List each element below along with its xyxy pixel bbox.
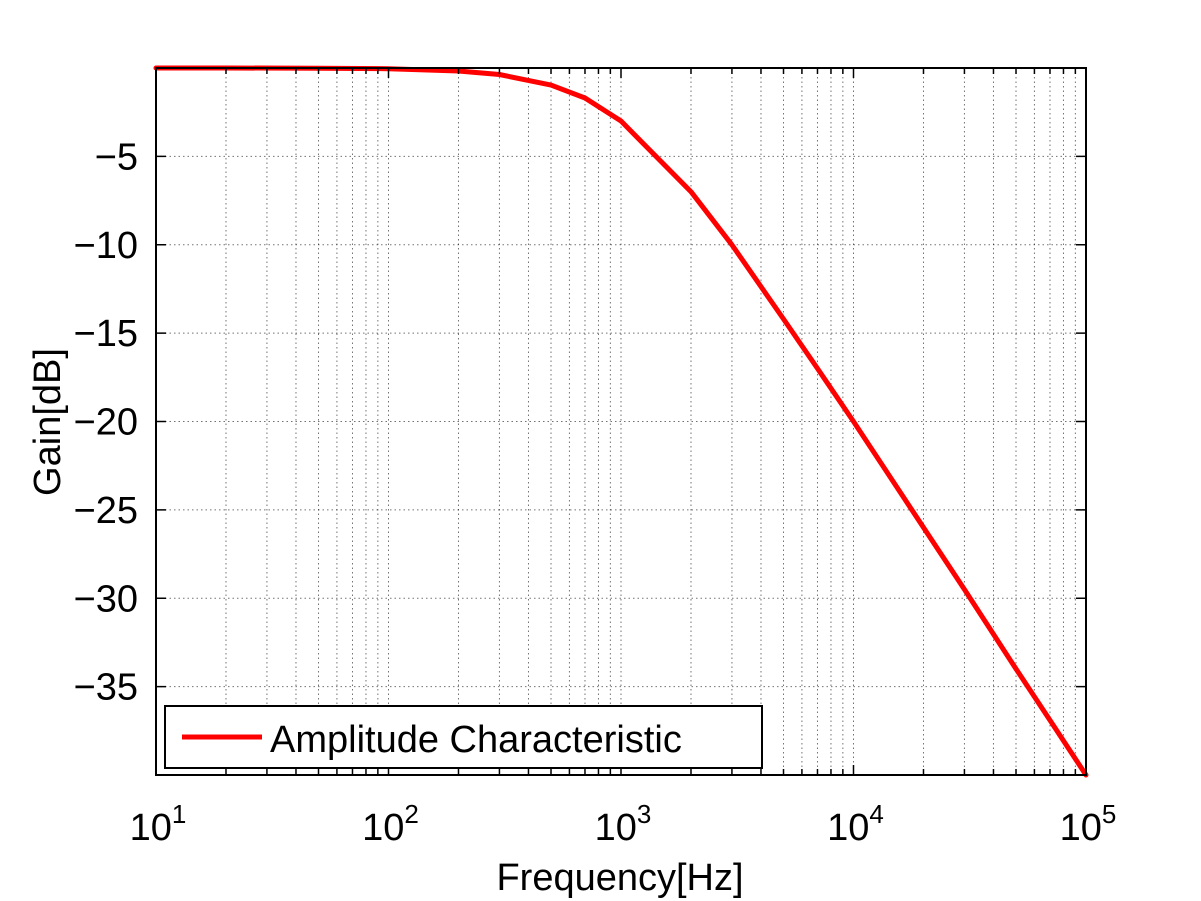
y-tick-label: −35 <box>74 667 138 709</box>
y-tick-label: −15 <box>74 313 138 355</box>
y-tick-label: −25 <box>74 490 138 532</box>
grid-lines <box>156 68 1086 775</box>
y-tick-label: −20 <box>74 402 138 444</box>
y-tick-labels: −5 −10 −15 −20 −25 −30 −35 <box>74 136 138 708</box>
x-tick-label: 102 <box>362 799 419 849</box>
x-tick-labels: 101 102 103 104 105 <box>130 799 1117 849</box>
legend-box <box>164 705 763 769</box>
tick-marks <box>156 68 1086 775</box>
x-tick-label: 101 <box>130 799 187 849</box>
legend: Amplitude Characteristic <box>164 705 763 769</box>
y-tick-label: −30 <box>74 578 138 620</box>
x-tick-label: 105 <box>1060 799 1117 849</box>
y-axis-label: Gain[dB] <box>27 348 69 496</box>
y-tick-label: −10 <box>74 225 138 267</box>
x-tick-label: 103 <box>595 799 652 849</box>
x-axis-label: Frequency[Hz] <box>496 857 743 899</box>
y-tick-label: −5 <box>95 136 138 178</box>
x-tick-label: 104 <box>827 799 884 849</box>
legend-label: Amplitude Characteristic <box>270 719 682 761</box>
